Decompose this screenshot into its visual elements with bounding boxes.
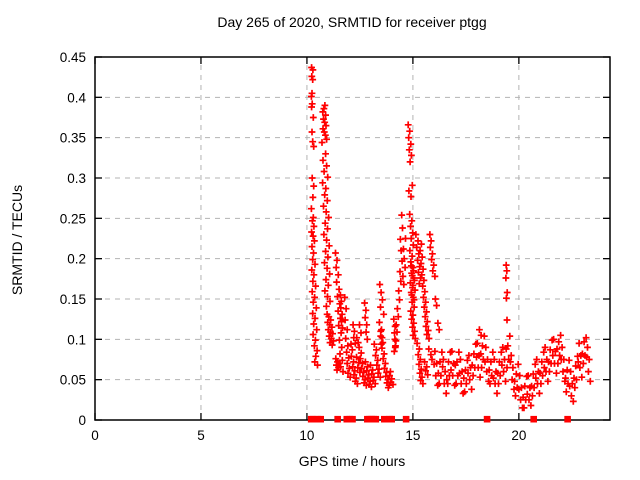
x-tick-label: 10: [299, 428, 314, 443]
x-tick-label: 0: [91, 428, 99, 443]
y-tick-label: 0.25: [60, 211, 86, 226]
zero-flag-square: [388, 415, 396, 423]
zero-flag-square: [309, 415, 317, 423]
scatter-points-plus: [308, 64, 594, 412]
zero-flag-square: [380, 415, 388, 423]
zero-flag-square: [402, 415, 410, 423]
x-tick-label: 15: [405, 428, 420, 443]
zero-flag-square: [334, 415, 341, 423]
series-layer: [307, 64, 594, 423]
tick-layer: 0 5 10 15 20 0 0.05 0.1 0.15 0.2 0.25 0.3 0.35 0.4 0.4…: [60, 50, 610, 443]
y-tick-label: 0.35: [60, 131, 86, 146]
zero-flag-square: [349, 415, 356, 423]
y-axis-label: SRMTID / TECUs: [9, 185, 25, 295]
zero-flag-square: [372, 415, 380, 423]
chart-title: Day 265 of 2020, SRMTID for receiver ptg…: [217, 14, 486, 30]
zero-flag-square: [317, 415, 325, 423]
x-tick-label: 20: [511, 428, 526, 443]
x-axis-label: GPS time / hours: [299, 453, 406, 469]
y-tick-label: 0.15: [60, 292, 86, 307]
y-tick-label: 0: [78, 413, 86, 428]
y-tick-label: 0.1: [67, 332, 86, 347]
y-tick-label: 0.45: [60, 50, 86, 65]
zero-flag-square: [483, 415, 491, 423]
x-tick-label: 5: [197, 428, 205, 443]
y-tick-label: 0.4: [67, 90, 86, 105]
zero-flag-square: [530, 415, 538, 423]
y-tick-label: 0.2: [67, 252, 86, 267]
y-tick-label: 0.05: [60, 373, 86, 388]
zero-flag-square: [564, 415, 571, 423]
y-tick-label: 0.3: [67, 171, 86, 186]
zero-flag-markers: [307, 415, 571, 423]
